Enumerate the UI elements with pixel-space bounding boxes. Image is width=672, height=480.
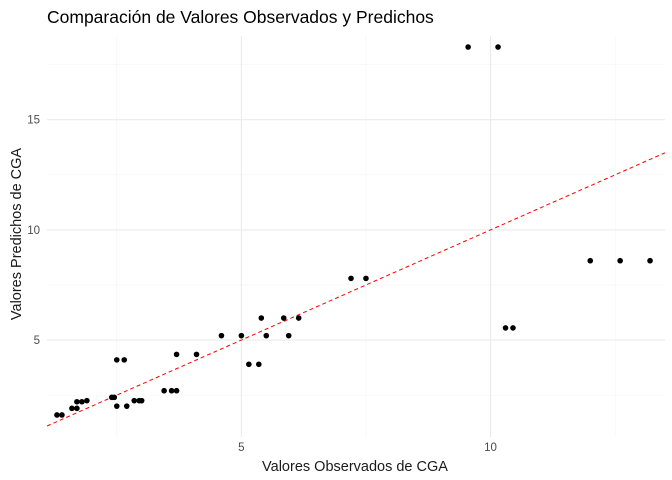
data-point <box>59 412 65 418</box>
data-point <box>256 361 262 368</box>
data-point <box>131 397 138 404</box>
data-point <box>263 332 270 339</box>
data-point <box>138 397 145 404</box>
data-point <box>168 387 175 394</box>
data-points <box>54 44 653 418</box>
data-point <box>54 412 60 418</box>
minor-grid <box>47 36 665 437</box>
data-point <box>74 398 80 405</box>
data-point <box>79 398 85 405</box>
data-point <box>111 394 118 401</box>
data-point <box>465 44 471 50</box>
y-tick-label: 15 <box>27 115 40 127</box>
data-point <box>295 315 302 321</box>
data-point <box>285 332 292 339</box>
data-point <box>617 257 623 264</box>
data-point <box>348 275 354 282</box>
data-point <box>363 275 369 282</box>
y-tick-label: 10 <box>27 225 40 237</box>
data-point <box>510 325 516 331</box>
data-point <box>218 332 225 339</box>
x-axis-label: Valores Observados de CGA <box>262 459 448 475</box>
data-point <box>69 405 75 412</box>
y-tick-label: 5 <box>34 335 40 347</box>
data-point <box>173 351 180 358</box>
chart-title: Comparación de Valores Observados y Pred… <box>47 7 434 27</box>
data-point <box>647 257 653 264</box>
data-point <box>280 315 287 321</box>
x-tick-label: 10 <box>484 442 497 454</box>
data-point <box>258 315 265 321</box>
major-grid <box>47 36 665 437</box>
data-point <box>113 403 120 409</box>
data-point <box>238 332 245 339</box>
x-tick-label: 5 <box>238 442 244 454</box>
data-point <box>123 403 130 409</box>
data-point <box>587 257 594 264</box>
data-point <box>193 351 200 358</box>
reference-line <box>46 152 666 427</box>
data-point <box>121 357 128 363</box>
data-point <box>246 361 252 368</box>
y-axis-label: Valores Predichos de CGA <box>9 148 25 321</box>
data-point <box>84 397 90 404</box>
data-point <box>161 387 167 394</box>
data-point <box>113 357 120 363</box>
data-point <box>74 405 80 412</box>
data-point <box>495 44 501 50</box>
y-tick-labels: 5 10 15 <box>27 115 40 347</box>
data-point <box>173 387 180 394</box>
x-tick-labels: 5 10 <box>238 442 497 454</box>
data-point <box>502 325 509 331</box>
